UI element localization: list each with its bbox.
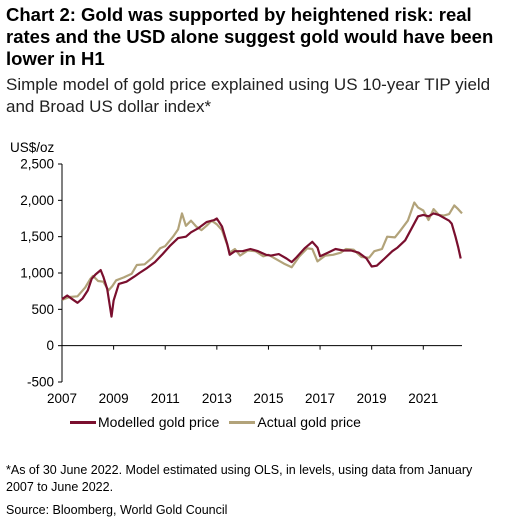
x-tick-label: 2017: [305, 391, 335, 406]
x-tick-label: 2011: [151, 391, 180, 406]
legend-swatch-modelled: [70, 420, 96, 424]
chart-subtitle: Simple model of gold price explained usi…: [6, 75, 491, 116]
x-tick-label: 2009: [99, 391, 129, 406]
legend-item-actual: Actual gold price: [229, 414, 361, 430]
y-axis-unit-label: US$/oz: [10, 140, 55, 155]
legend-label-actual: Actual gold price: [257, 414, 361, 430]
x-tick-label: 2013: [202, 391, 232, 406]
series-line-modelled: [61, 212, 462, 318]
series-line-actual: [61, 201, 463, 301]
y-tick-label: 1,000: [20, 266, 54, 281]
chart-series-layer: [61, 201, 463, 318]
y-tick-label: -500: [27, 375, 54, 390]
x-tick-label: 2015: [253, 391, 283, 406]
x-tick-label: 2021: [408, 391, 438, 406]
x-tick-label: 2007: [47, 391, 77, 406]
y-tick-label: 2,000: [20, 193, 54, 208]
chart-source: Source: Bloomberg, World Gold Council: [6, 503, 228, 517]
y-tick-label: 500: [31, 302, 54, 317]
y-tick-label: 1,500: [20, 229, 54, 244]
legend-item-modelled: Modelled gold price: [70, 414, 219, 430]
x-tick-label: 2019: [357, 391, 387, 406]
legend-label-modelled: Modelled gold price: [98, 414, 220, 430]
chart-footnote: *As of 30 June 2022. Model estimated usi…: [6, 463, 473, 494]
y-tick-label: 0: [46, 338, 54, 353]
chart-title: Chart 2: Gold was supported by heightene…: [6, 4, 494, 69]
chart-legend: Modelled gold price Actual gold price: [70, 414, 371, 430]
y-tick-label: 2,500: [20, 157, 54, 172]
legend-swatch-actual: [229, 420, 256, 424]
